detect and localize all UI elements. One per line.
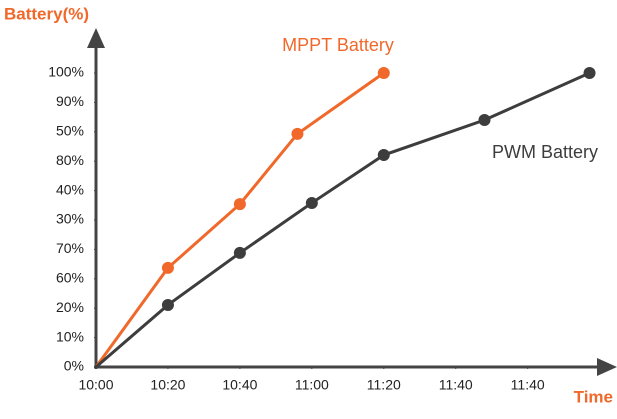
data-point	[478, 114, 491, 127]
y-axis-arrow	[87, 28, 105, 48]
data-point	[377, 67, 390, 79]
data-point	[161, 298, 174, 311]
y-tick-label: 20%	[56, 299, 84, 315]
series-line	[95, 71, 591, 369]
x-tick-label: 11:00	[295, 377, 329, 393]
series-label: PWM Battery	[492, 142, 598, 162]
x-tick-label: 11:40	[511, 377, 545, 393]
y-tick-label: 90%	[56, 93, 84, 109]
y-axis-label: Battery(%)	[4, 4, 89, 23]
data-point	[94, 365, 98, 369]
x-axis-label: Time	[574, 387, 613, 406]
y-tick-label: 100%	[48, 64, 84, 80]
x-tick-label: 11:20	[367, 377, 401, 393]
y-tick-label: 50%	[56, 123, 84, 139]
data-point	[233, 198, 246, 211]
y-tick-label: 0%	[64, 358, 84, 374]
x-axis-arrow	[597, 358, 617, 376]
x-tick-label: 10:20	[150, 377, 185, 393]
data-point	[377, 149, 390, 162]
y-tick-label: 30%	[56, 211, 84, 227]
y-tick-label: 70%	[56, 240, 84, 256]
y-tick-label: 10%	[56, 328, 84, 344]
x-tick-label: 10:00	[78, 377, 113, 393]
series-label: MPPT Battery	[282, 35, 394, 55]
data-point	[161, 261, 174, 274]
y-tick-label: 40%	[56, 181, 84, 197]
data-point	[233, 246, 246, 259]
x-tick-label: 11:40	[439, 377, 473, 393]
series-line	[94, 71, 385, 368]
data-point	[291, 127, 304, 140]
data-point	[305, 196, 318, 209]
y-tick-label: 60%	[56, 270, 84, 286]
y-tick-label: 80%	[56, 152, 84, 168]
data-point	[583, 67, 596, 79]
x-tick-label: 10:40	[222, 377, 257, 393]
